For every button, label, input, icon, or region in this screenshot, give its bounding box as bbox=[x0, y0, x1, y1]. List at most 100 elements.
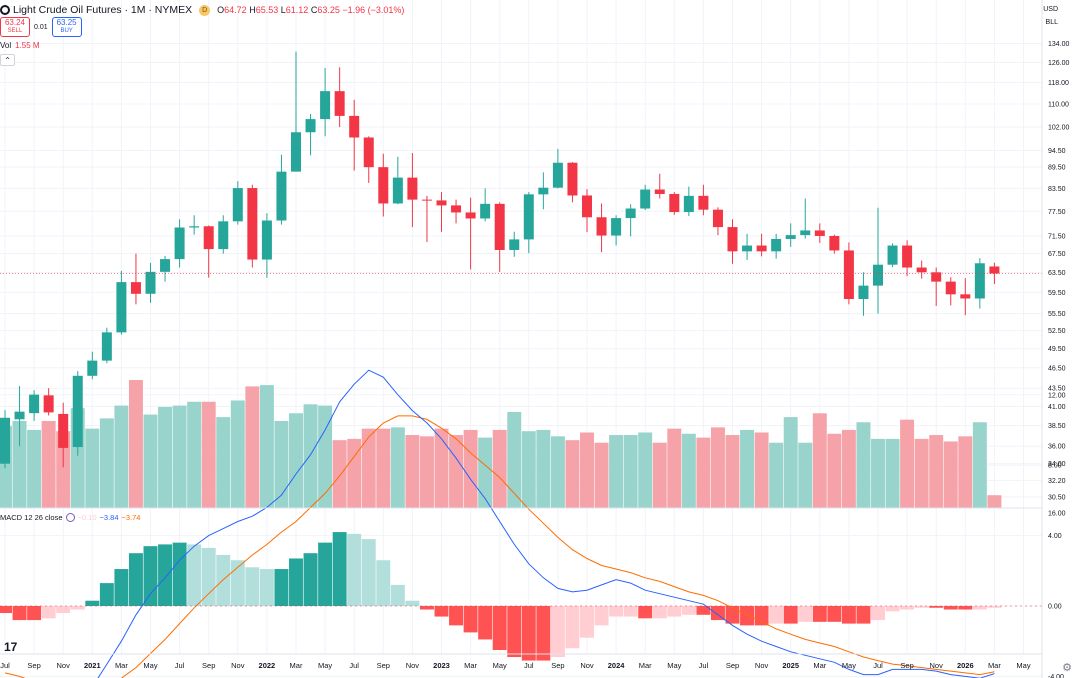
time-tick-label: Mar bbox=[464, 661, 477, 670]
time-tick-label: 2026 bbox=[957, 661, 974, 670]
macd-histogram-bar bbox=[434, 606, 449, 617]
volume-bar bbox=[550, 436, 565, 508]
volume-bar bbox=[565, 440, 580, 508]
macd-histogram-bar bbox=[580, 606, 594, 638]
macd-histogram-bar bbox=[740, 606, 755, 626]
candle-body bbox=[363, 137, 374, 168]
symbol-title[interactable]: Light Crude Oil Futures · 1M · NYMEX bbox=[13, 4, 193, 16]
eye-icon[interactable] bbox=[65, 513, 75, 522]
time-tick-label: 2023 bbox=[433, 661, 450, 670]
time-tick-label: Mar bbox=[639, 661, 652, 670]
candle-body bbox=[552, 162, 563, 188]
time-tick-label: May bbox=[1016, 661, 1030, 670]
open-label: O bbox=[217, 5, 225, 15]
price-tick-label: 41.00 bbox=[1048, 404, 1066, 411]
time-tick-label: Nov bbox=[406, 661, 420, 670]
volume-bar bbox=[667, 428, 682, 508]
price-tick-label: 30.50 bbox=[1048, 495, 1066, 502]
macd-histogram-bar bbox=[332, 532, 347, 606]
volume-bar bbox=[376, 428, 391, 508]
macd-histogram-bar bbox=[99, 583, 114, 606]
macd-tick-label: 8.00 bbox=[1048, 463, 1062, 470]
buy-button[interactable]: 63.25 BUY bbox=[51, 17, 82, 37]
time-tick-label: Jul bbox=[524, 661, 534, 670]
candle-body bbox=[101, 332, 112, 361]
sell-button[interactable]: 63.24 SELL bbox=[0, 17, 30, 37]
macd-histogram-bar bbox=[565, 606, 580, 649]
candle-body bbox=[436, 200, 447, 206]
candle-body bbox=[873, 264, 883, 286]
price-tick-label: 46.50 bbox=[1048, 365, 1066, 372]
candle-body bbox=[596, 217, 607, 236]
volume-bars bbox=[0, 380, 1002, 508]
volume-legend[interactable]: Vol 1.55 M bbox=[0, 41, 40, 50]
candle-body bbox=[887, 245, 898, 265]
macd-histogram-bar bbox=[376, 560, 391, 606]
gear-icon[interactable]: ⚙ bbox=[1062, 662, 1072, 674]
spread-value: 0.01 bbox=[34, 23, 48, 31]
time-tick-label: 2022 bbox=[259, 661, 276, 670]
time-tick-label: Sep bbox=[202, 661, 215, 670]
macd-legend[interactable]: MACD 12 26 close −0.10 −3.84 −3.74 bbox=[0, 513, 140, 522]
price-tick-label: 71.50 bbox=[1048, 233, 1066, 240]
volume-bar bbox=[958, 436, 973, 508]
volume-bar bbox=[274, 420, 289, 508]
collapse-legend-button[interactable]: ⌃ bbox=[0, 54, 15, 66]
tradingview-logo-icon[interactable]: 17 bbox=[4, 640, 18, 654]
volume-bar bbox=[201, 401, 216, 508]
volume-bar bbox=[289, 413, 303, 508]
candle-body bbox=[247, 188, 258, 260]
volume-bar bbox=[594, 442, 609, 508]
macd-histogram-bar bbox=[172, 542, 187, 606]
currency-label[interactable]: USD bbox=[1043, 6, 1058, 13]
price-axis[interactable]: 134.00 126.00 118.00 110.00 102.00 94.50 89.50… bbox=[1048, 41, 1070, 518]
symbol-logo-icon bbox=[0, 5, 10, 15]
low-value: 61.12 bbox=[285, 5, 309, 15]
candle-body bbox=[174, 227, 185, 260]
unit-label[interactable]: BLL bbox=[1045, 19, 1058, 26]
chevron-up-icon: ⌃ bbox=[4, 55, 11, 65]
high-label: H bbox=[249, 5, 256, 15]
price-tick-label: 32.20 bbox=[1048, 478, 1066, 485]
macd-line-value: −3.84 bbox=[99, 513, 119, 522]
macd-histogram-bar bbox=[41, 606, 56, 619]
candle-body bbox=[160, 259, 171, 272]
volume-bar bbox=[492, 429, 507, 508]
candle-body bbox=[480, 203, 491, 219]
candle-body bbox=[0, 417, 10, 464]
macd-histogram-bar bbox=[128, 553, 143, 606]
volume-bar bbox=[114, 405, 129, 508]
candle-body bbox=[145, 271, 156, 294]
macd-histogram-bar bbox=[900, 606, 915, 610]
volume-bar bbox=[143, 414, 158, 508]
macd-histogram-bar bbox=[987, 606, 1002, 608]
open-value: 64.72 bbox=[224, 5, 247, 15]
macd-histogram-bar bbox=[536, 606, 551, 661]
candle-body bbox=[349, 115, 360, 138]
volume-bar bbox=[987, 495, 1002, 508]
time-axis[interactable]: Jul Sep Nov 2021 Mar May Jul Sep Nov 2022 Mar May Ju… bbox=[0, 661, 1031, 670]
volume-bar bbox=[259, 385, 274, 508]
volume-bar bbox=[943, 441, 958, 508]
candle-body bbox=[902, 245, 913, 268]
time-tick-label: May bbox=[318, 661, 332, 670]
macd-histogram-bar bbox=[667, 606, 682, 617]
candle-body bbox=[451, 205, 462, 213]
time-tick-label: 2021 bbox=[84, 661, 101, 670]
time-tick-label: Nov bbox=[231, 661, 245, 670]
macd-histogram-bar bbox=[943, 606, 958, 610]
symbol-header: Light Crude Oil Futures · 1M · NYMEX D O… bbox=[0, 3, 404, 17]
macd-histogram-bar bbox=[958, 606, 973, 610]
macd-axis[interactable]: 12.00 8.00 4.00 0.00 -4.00 bbox=[1048, 392, 1066, 678]
macd-histogram-bar bbox=[216, 554, 231, 606]
macd-histogram-bar bbox=[463, 606, 478, 633]
time-tick-label: Sep bbox=[551, 661, 564, 670]
volume-bar bbox=[710, 427, 725, 508]
candle-body bbox=[742, 245, 753, 252]
price-tick-label: 36.00 bbox=[1048, 444, 1066, 451]
market-status-badge[interactable]: D bbox=[199, 4, 211, 16]
candle-body bbox=[334, 91, 345, 116]
macd-label: MACD 12 26 close bbox=[0, 513, 63, 522]
candle-body bbox=[392, 177, 403, 204]
